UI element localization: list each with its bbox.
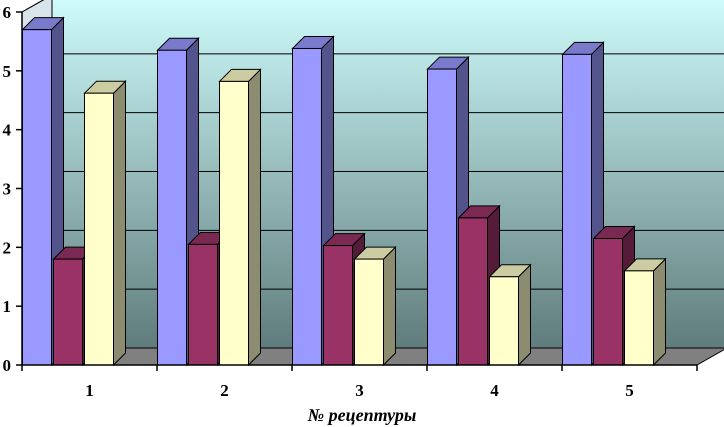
bar-side [248, 68, 261, 367]
y-tick-label: 1 [3, 297, 12, 316]
bar-side [653, 257, 666, 367]
bar-front [489, 276, 519, 366]
bar [488, 263, 532, 367]
y-tick-label: 6 [3, 3, 12, 22]
bar-front [593, 238, 623, 366]
bar-front [53, 258, 83, 366]
x-tick-label: 5 [625, 381, 634, 400]
x-tick-label: 4 [490, 381, 499, 400]
bar [353, 245, 397, 367]
bar-side [113, 79, 126, 367]
bar-front [22, 29, 52, 366]
y-tick-label: 0 [3, 356, 12, 375]
bar-side [383, 245, 396, 367]
bar-front [354, 258, 384, 366]
bar-front [427, 68, 457, 366]
gridline [21, 0, 45, 13]
bar-front [562, 53, 592, 366]
y-tick-label: 5 [3, 62, 12, 81]
bar [83, 79, 127, 367]
y-tick-label: 4 [3, 121, 12, 140]
x-tick-label: 2 [220, 381, 229, 400]
bar-front [624, 270, 654, 366]
bar-front [157, 49, 187, 366]
bar-front [292, 47, 322, 366]
bar-front [323, 245, 353, 366]
y-axis-ticks: 0 1 2 3 4 5 6 [3, 3, 12, 375]
x-tick-label: 3 [355, 381, 364, 400]
bars [21, 16, 667, 367]
axes [16, 11, 698, 371]
x-axis-label: № рецептуры [307, 405, 417, 425]
bar [218, 68, 262, 367]
bar-side [518, 263, 531, 367]
bar-front [188, 243, 218, 366]
bar [623, 257, 667, 367]
x-axis-ticks: 1 2 3 4 5 [85, 381, 634, 400]
bar-front [458, 217, 488, 366]
y-tick-label: 2 [3, 238, 12, 257]
x-tick-label: 1 [85, 381, 94, 400]
bar-front [84, 92, 114, 366]
bar-front [219, 80, 249, 366]
y-tick-label: 3 [3, 180, 12, 199]
